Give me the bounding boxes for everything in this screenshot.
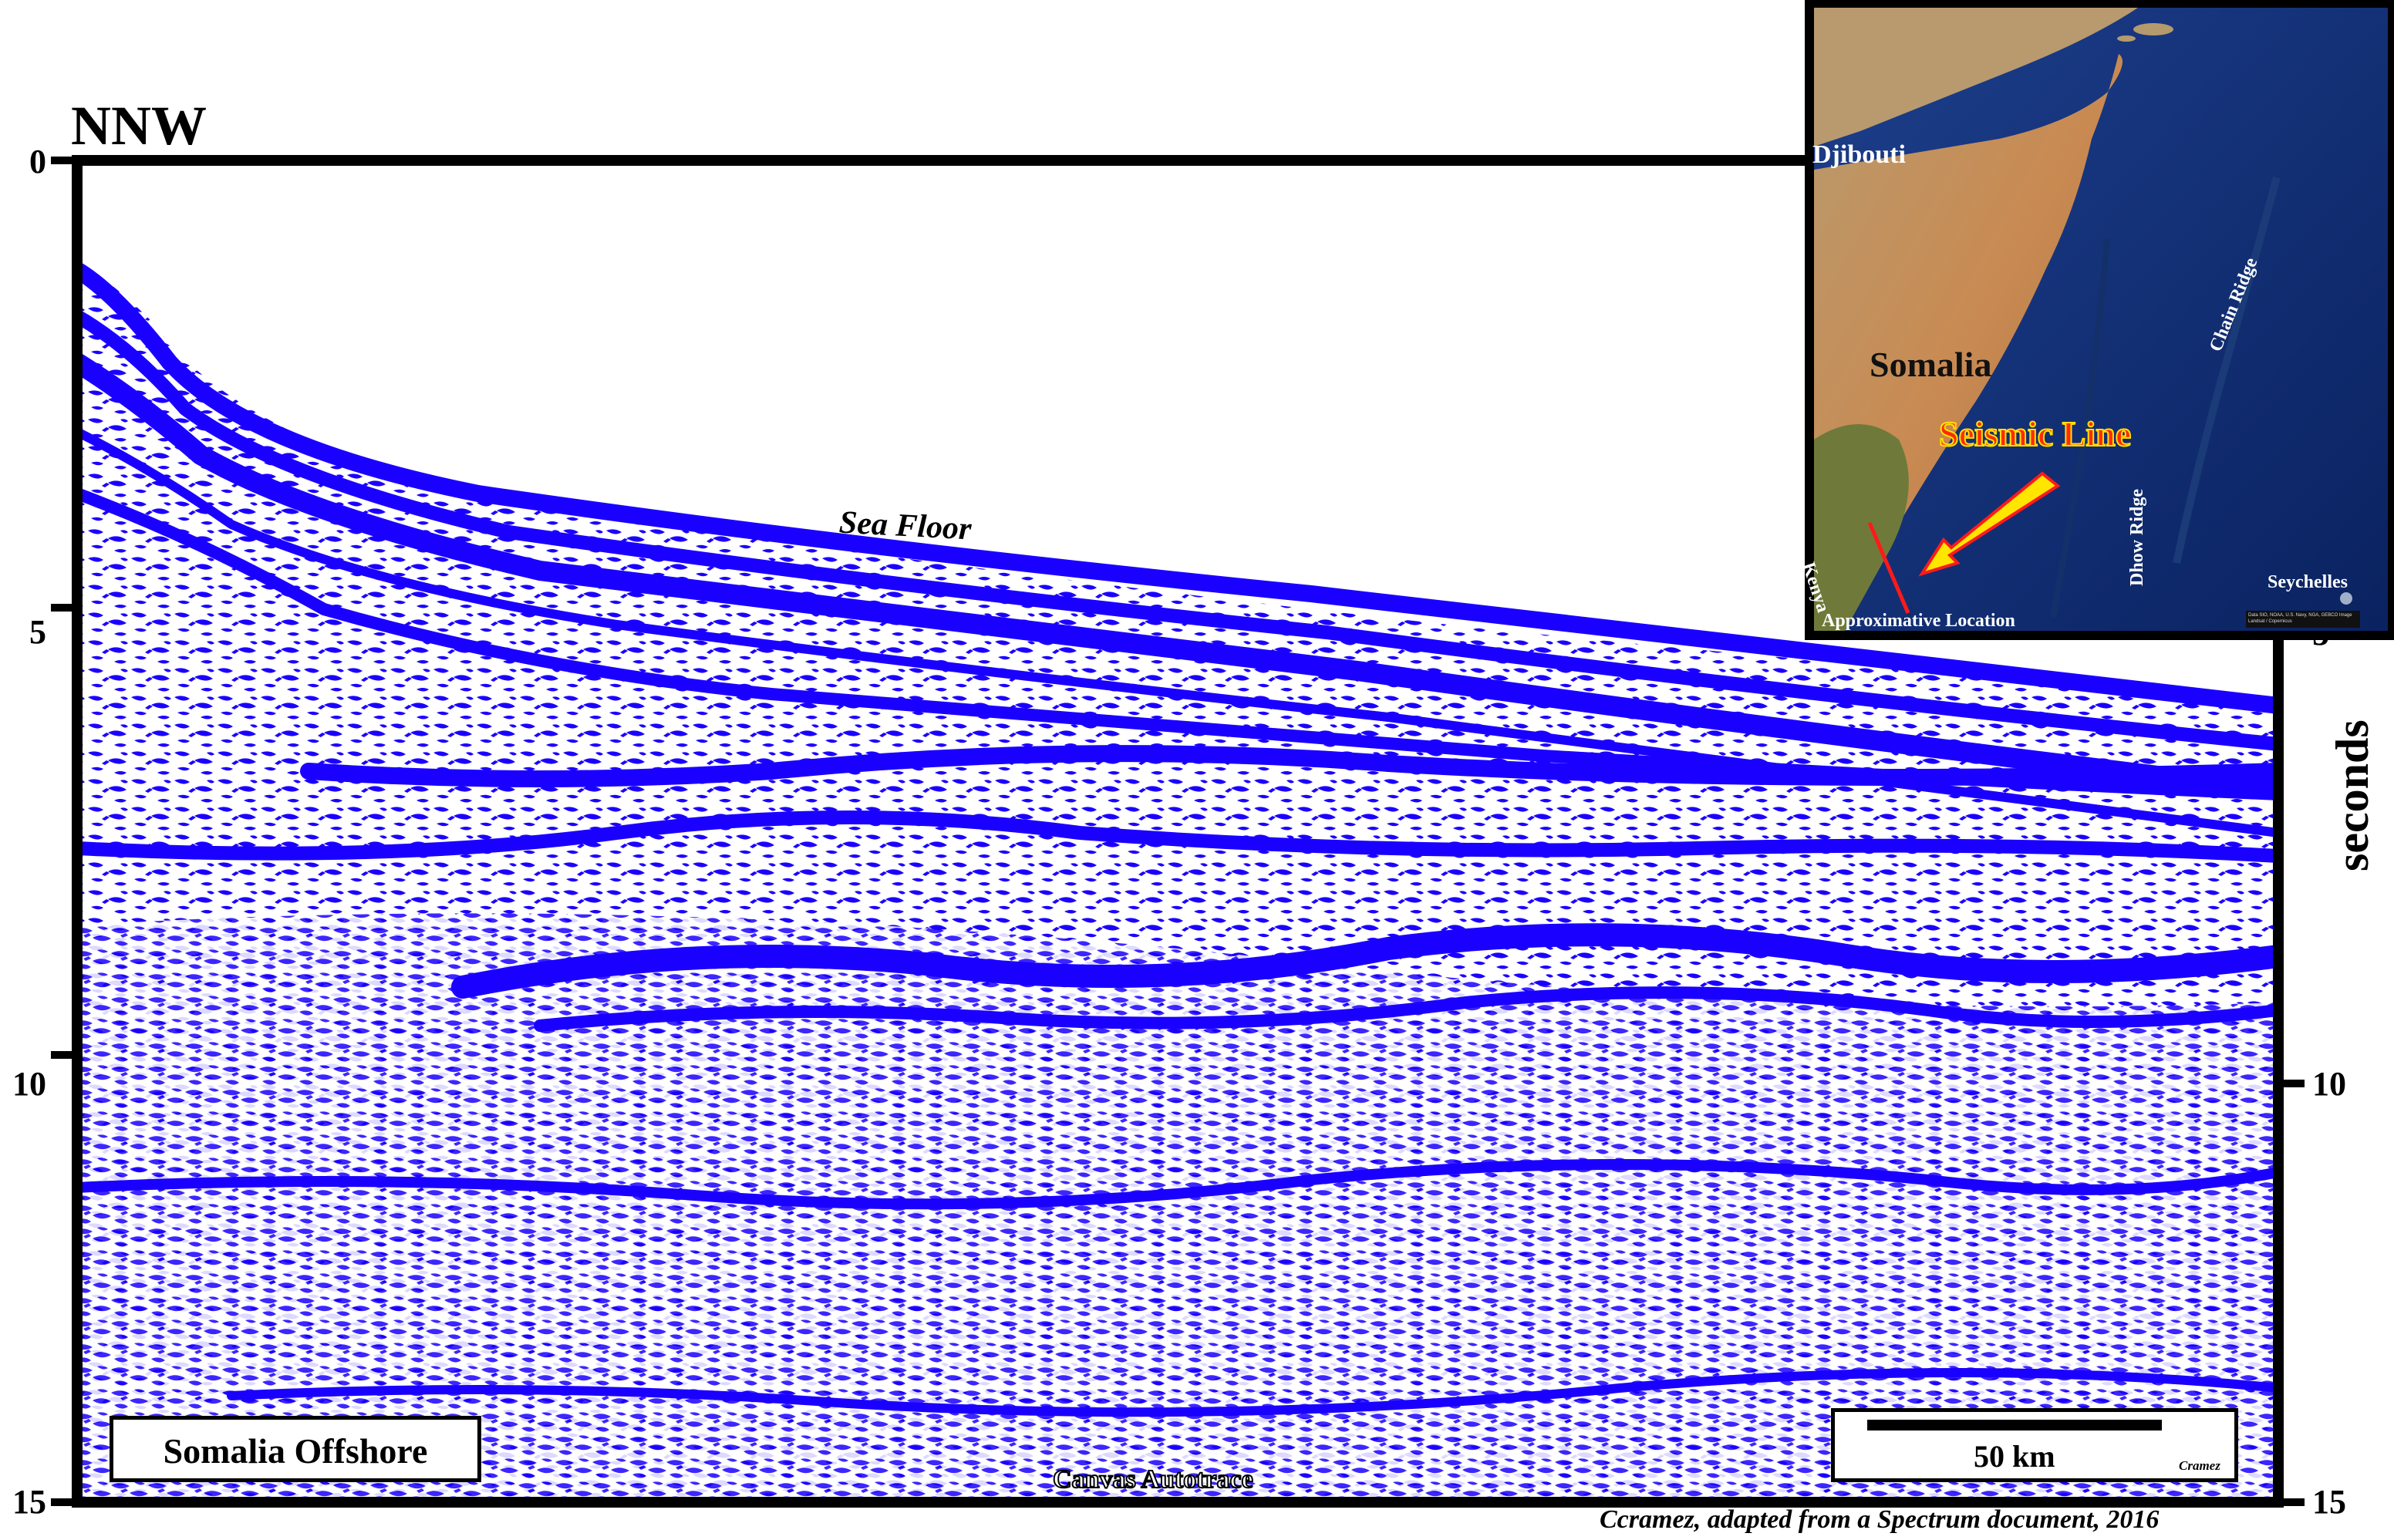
survey-label-box: Somalia Offshore [110,1416,481,1482]
seismic-line-marker [1867,522,1910,614]
right-tick-10: 10 [2312,1065,2346,1103]
sea-floor-label: Sea Floor [838,504,973,548]
scale-bar-box: 50 km Cramez [1831,1408,2238,1482]
map-attribution: Data SIO, NOAA, U.S. Navy, NGA, GEBCO Im… [2246,611,2360,628]
axis-unit-label: seconds [2327,719,2378,871]
map-label-somalia: Somalia [1870,345,1992,384]
survey-label: Somalia Offshore [163,1431,428,1471]
map-label-seismic-line: Seismic Line [1938,413,2132,454]
right-tick-15: 15 [2312,1483,2346,1521]
map-label-seychelles: Seychelles [2268,572,2348,592]
map-label-approx-location: Approximative Location [1822,611,2015,631]
sea-floor-reflector [77,261,2278,714]
left-axis [51,157,77,1506]
map-label-dhow-ridge: Dhow Ridge [2127,488,2147,586]
map-label-djibouti: Djibouti [1812,140,1906,169]
figure-credit: Ccramez, adapted from a Spectrum documen… [1600,1505,2160,1534]
section-frame [72,155,2284,1508]
inset-map [1814,8,2388,631]
scale-bar [1867,1420,2162,1430]
left-tick-10: 10 [12,1065,46,1103]
seismic-line-arrow [1918,471,2061,577]
scale-credit: Cramez [2179,1458,2220,1473]
direction-label: NNW [71,95,207,157]
left-tick-0: 0 [29,143,46,180]
scale-label: 50 km [1974,1439,2055,1474]
left-tick-15: 15 [12,1483,46,1521]
watermark-label: Canvas Autotrace [1052,1464,1254,1495]
left-tick-5: 5 [29,613,46,651]
